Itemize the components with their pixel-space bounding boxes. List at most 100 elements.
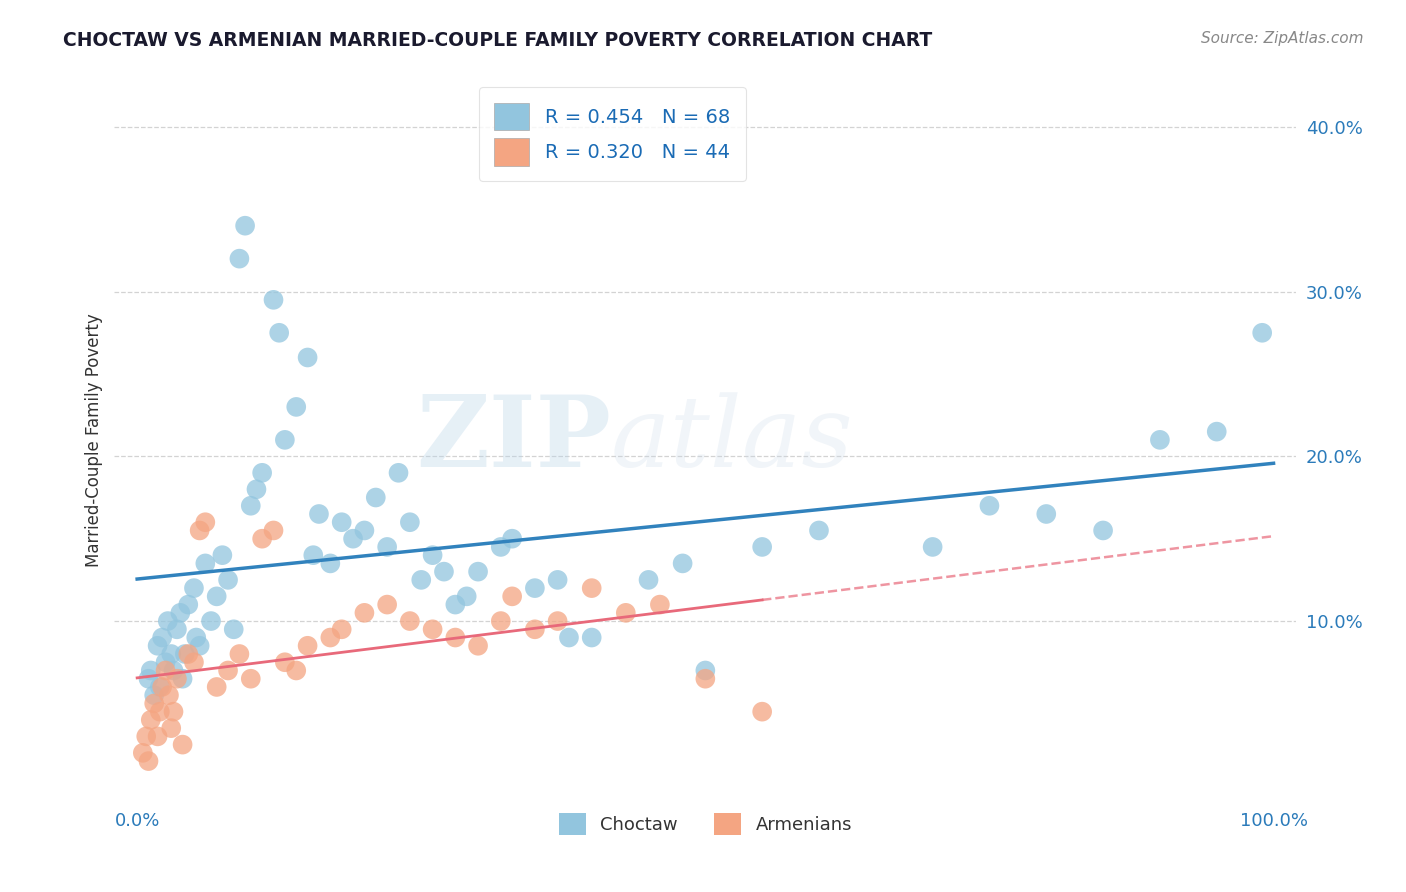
- Point: [1205, 425, 1227, 439]
- Point: [422, 622, 444, 636]
- Point: [205, 680, 228, 694]
- Point: [489, 614, 512, 628]
- Point: [239, 672, 262, 686]
- Point: [274, 433, 297, 447]
- Point: [672, 557, 695, 571]
- Point: [239, 499, 262, 513]
- Point: [353, 606, 375, 620]
- Point: [456, 590, 478, 604]
- Point: [501, 532, 523, 546]
- Point: [330, 622, 353, 636]
- Point: [422, 548, 444, 562]
- Point: [411, 573, 433, 587]
- Point: [149, 680, 172, 694]
- Point: [921, 540, 943, 554]
- Point: [581, 631, 603, 645]
- Point: [637, 573, 659, 587]
- Text: Source: ZipAtlas.com: Source: ZipAtlas.com: [1201, 31, 1364, 46]
- Point: [467, 639, 489, 653]
- Point: [200, 614, 222, 628]
- Text: ZIP: ZIP: [416, 392, 610, 488]
- Point: [387, 466, 409, 480]
- Point: [648, 598, 671, 612]
- Point: [138, 754, 160, 768]
- Point: [217, 664, 239, 678]
- Legend: Choctaw, Armenians: Choctaw, Armenians: [550, 804, 860, 844]
- Point: [138, 672, 160, 686]
- Point: [139, 713, 162, 727]
- Point: [285, 400, 308, 414]
- Point: [222, 622, 245, 636]
- Point: [467, 565, 489, 579]
- Point: [433, 565, 456, 579]
- Point: [285, 664, 308, 678]
- Point: [150, 631, 173, 645]
- Point: [751, 705, 773, 719]
- Point: [143, 697, 166, 711]
- Text: CHOCTAW VS ARMENIAN MARRIED-COUPLE FAMILY POVERTY CORRELATION CHART: CHOCTAW VS ARMENIAN MARRIED-COUPLE FAMIL…: [63, 31, 932, 50]
- Point: [139, 664, 162, 678]
- Point: [183, 655, 205, 669]
- Point: [155, 664, 177, 678]
- Point: [319, 631, 342, 645]
- Point: [172, 738, 194, 752]
- Point: [263, 293, 285, 307]
- Point: [489, 540, 512, 554]
- Point: [399, 614, 422, 628]
- Point: [155, 655, 177, 669]
- Point: [695, 672, 717, 686]
- Point: [399, 515, 422, 529]
- Point: [194, 557, 217, 571]
- Point: [146, 639, 169, 653]
- Point: [177, 598, 200, 612]
- Point: [177, 647, 200, 661]
- Point: [614, 606, 637, 620]
- Point: [353, 524, 375, 538]
- Point: [245, 483, 267, 497]
- Point: [375, 598, 398, 612]
- Point: [228, 252, 250, 266]
- Point: [330, 515, 353, 529]
- Point: [156, 614, 179, 628]
- Point: [194, 515, 217, 529]
- Point: [228, 647, 250, 661]
- Point: [188, 524, 211, 538]
- Point: [1149, 433, 1171, 447]
- Point: [263, 524, 285, 538]
- Point: [132, 746, 155, 760]
- Point: [166, 622, 188, 636]
- Point: [297, 351, 319, 365]
- Point: [1092, 524, 1115, 538]
- Point: [233, 219, 256, 233]
- Point: [581, 581, 603, 595]
- Point: [250, 532, 273, 546]
- Point: [172, 672, 194, 686]
- Point: [269, 326, 291, 340]
- Point: [162, 705, 184, 719]
- Point: [211, 548, 233, 562]
- Point: [547, 614, 569, 628]
- Point: [157, 688, 180, 702]
- Text: atlas: atlas: [610, 392, 853, 488]
- Point: [695, 664, 717, 678]
- Point: [444, 631, 467, 645]
- Point: [150, 680, 173, 694]
- Point: [342, 532, 364, 546]
- Point: [523, 622, 546, 636]
- Point: [364, 491, 387, 505]
- Point: [205, 590, 228, 604]
- Point: [375, 540, 398, 554]
- Point: [160, 647, 183, 661]
- Y-axis label: Married-Couple Family Poverty: Married-Couple Family Poverty: [86, 313, 103, 566]
- Point: [166, 672, 188, 686]
- Point: [250, 466, 273, 480]
- Point: [146, 730, 169, 744]
- Point: [186, 631, 208, 645]
- Point: [319, 557, 342, 571]
- Point: [183, 581, 205, 595]
- Point: [444, 598, 467, 612]
- Point: [169, 606, 191, 620]
- Point: [1035, 507, 1057, 521]
- Point: [807, 524, 830, 538]
- Point: [523, 581, 546, 595]
